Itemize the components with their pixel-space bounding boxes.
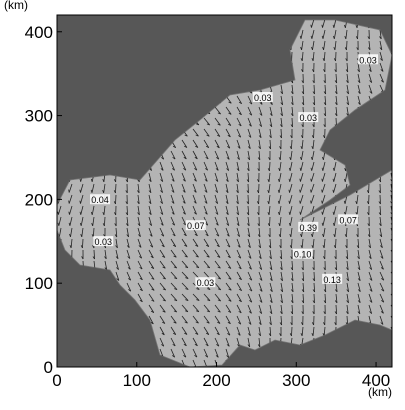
contour-label: 0.07 [187, 221, 205, 231]
x-tick-label: 200 [202, 371, 230, 390]
arrow-head [393, 311, 396, 313]
arrow-head [300, 190, 301, 193]
x-tick-label: 0 [52, 371, 61, 390]
y-tick-label: 100 [25, 274, 53, 293]
contour-label: 0.39 [299, 223, 317, 233]
arrow-head [300, 201, 301, 204]
contour-label: 0.13 [323, 275, 341, 285]
contour-label: 0.03 [254, 93, 272, 103]
x-tick-label: 100 [123, 371, 151, 390]
arrow-head [393, 91, 396, 93]
arrow-head [393, 113, 396, 115]
arrow-head [392, 322, 394, 324]
arrow-head [393, 80, 396, 82]
arrow [115, 184, 116, 193]
arrow-head [393, 300, 396, 302]
arrow-head [393, 267, 396, 269]
arrow [82, 239, 83, 248]
arrow-head [311, 190, 312, 193]
arrow-head [322, 201, 323, 204]
contour-label: 0.03 [299, 113, 317, 123]
contour-label: 0.03 [94, 237, 112, 247]
arrow-head [393, 289, 396, 291]
y-axis-unit: (km) [4, 0, 28, 12]
arrow-head [69, 201, 70, 204]
arrow [291, 327, 292, 336]
y-tick-label: 400 [25, 23, 53, 42]
arrow-head [393, 124, 395, 126]
arrow-head [392, 69, 394, 71]
arrow-head [311, 201, 312, 204]
contour-label: 0.03 [359, 55, 377, 65]
contour-label: 0.03 [197, 278, 215, 288]
arrow-head [69, 190, 70, 193]
contour-label: 0.07 [339, 215, 357, 225]
contour-label: 0.04 [91, 195, 109, 205]
arrow [115, 195, 116, 204]
arrow [346, 41, 347, 50]
arrow-head [392, 256, 394, 258]
arrow-head [322, 190, 323, 193]
y-tick-label: 0 [44, 358, 53, 377]
x-tick-label: 400 [362, 371, 390, 390]
arrow-head [392, 135, 394, 137]
y-tick-label: 300 [25, 107, 53, 126]
contour-label: 0.10 [294, 250, 312, 260]
y-tick-label: 200 [25, 190, 53, 209]
arrow-head [393, 102, 396, 104]
arrow-head [393, 278, 396, 280]
x-tick-label: 300 [282, 371, 310, 390]
arrow [269, 162, 270, 171]
arrow [335, 239, 336, 248]
